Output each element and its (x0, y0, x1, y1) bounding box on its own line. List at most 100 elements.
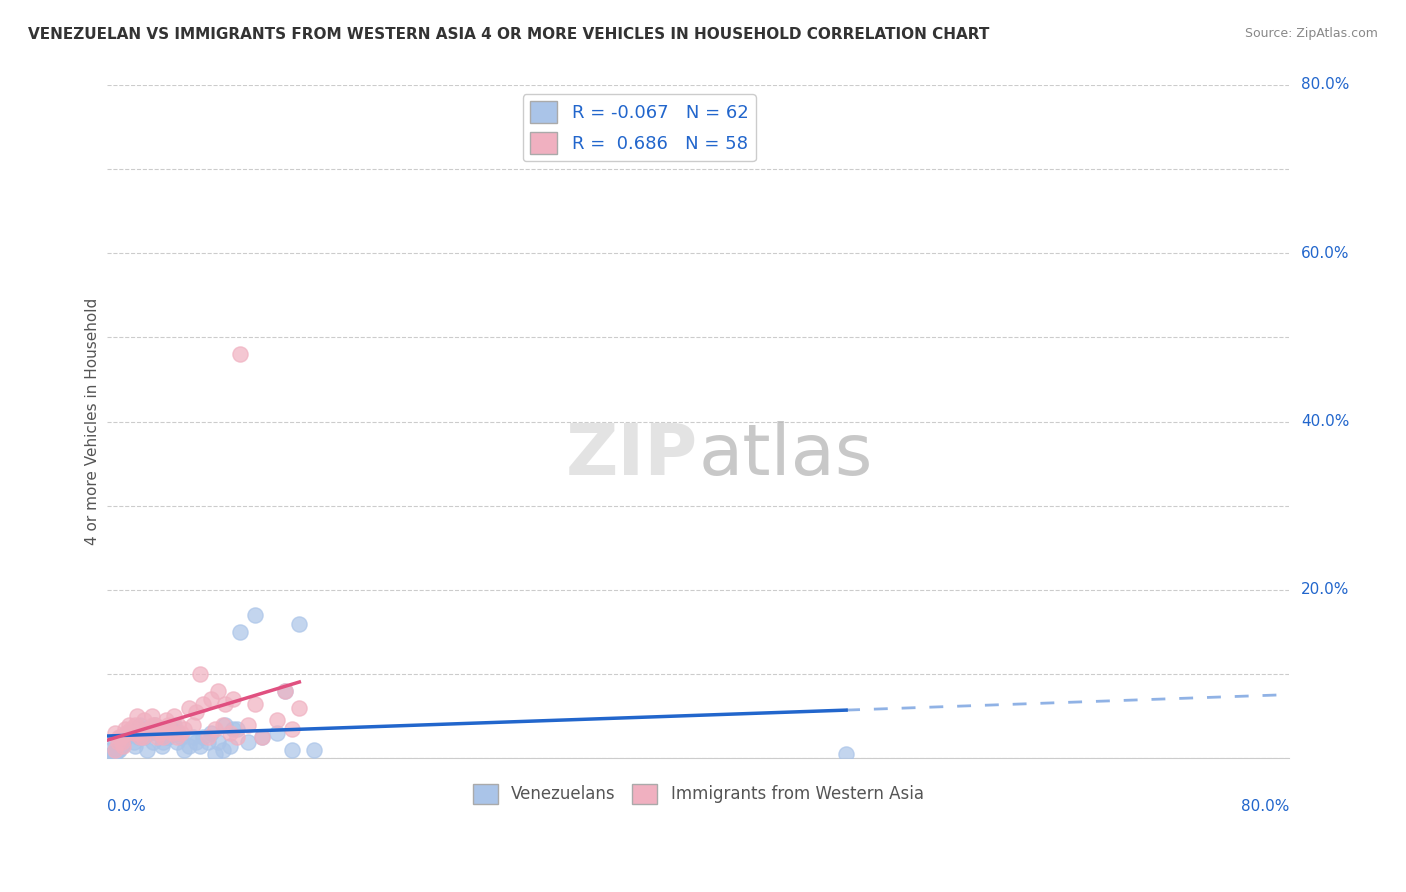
Point (148, 726, 170, 740)
Point (207, 734, 229, 748)
Point (177, 701, 200, 715)
Point (136, 743, 159, 757)
Point (141, 722, 163, 736)
Point (281, 722, 304, 736)
Text: 60.0%: 60.0% (1301, 246, 1350, 260)
Point (197, 734, 219, 748)
Point (128, 731, 150, 745)
Point (110, 739, 132, 753)
Text: atlas: atlas (699, 421, 873, 490)
Y-axis label: 4 or more Vehicles in Household: 4 or more Vehicles in Household (86, 298, 100, 545)
Point (155, 714, 177, 728)
Point (104, 726, 127, 740)
Point (167, 726, 190, 740)
Point (243, 697, 266, 711)
Point (128, 717, 150, 731)
Point (167, 717, 190, 731)
Point (252, 731, 274, 745)
Point (163, 717, 186, 731)
Point (184, 734, 207, 748)
Point (122, 734, 145, 748)
Point (211, 717, 233, 731)
Text: 80.0%: 80.0% (1301, 78, 1350, 93)
Point (835, 747, 858, 761)
Point (124, 717, 146, 731)
Point (98, 743, 121, 757)
Point (115, 731, 138, 745)
Point (273, 684, 295, 698)
Point (252, 731, 274, 745)
Point (125, 722, 148, 736)
Point (266, 714, 288, 728)
Point (108, 731, 131, 745)
Point (214, 697, 236, 711)
Point (157, 722, 180, 736)
Point (146, 731, 169, 745)
Point (152, 731, 174, 745)
Point (143, 717, 166, 731)
Point (104, 747, 127, 761)
Point (288, 701, 311, 715)
Point (273, 684, 295, 698)
Point (211, 743, 233, 757)
Point (120, 722, 142, 736)
Text: 0.0%: 0.0% (107, 798, 146, 814)
Point (156, 717, 179, 731)
Point (125, 709, 148, 723)
Point (141, 709, 163, 723)
Point (204, 747, 226, 761)
Point (132, 731, 155, 745)
Point (146, 726, 169, 740)
Point (107, 743, 129, 757)
Point (243, 608, 266, 623)
Text: 80.0%: 80.0% (1241, 798, 1289, 814)
Point (114, 722, 136, 736)
Point (162, 722, 184, 736)
Point (118, 717, 141, 731)
Point (177, 739, 200, 753)
Point (107, 734, 129, 748)
Text: 20.0%: 20.0% (1301, 582, 1350, 598)
Point (108, 743, 131, 757)
Point (222, 722, 245, 736)
Point (104, 734, 127, 748)
Point (222, 692, 245, 706)
Point (148, 726, 170, 740)
Point (127, 726, 149, 740)
Point (163, 709, 186, 723)
Point (138, 726, 160, 740)
Point (200, 692, 222, 706)
Point (166, 734, 188, 748)
Point (193, 731, 215, 745)
Point (226, 731, 249, 745)
Point (184, 705, 207, 719)
Point (142, 717, 165, 731)
Point (112, 734, 135, 748)
Text: VENEZUELAN VS IMMIGRANTS FROM WESTERN ASIA 4 OR MORE VEHICLES IN HOUSEHOLD CORRE: VENEZUELAN VS IMMIGRANTS FROM WESTERN AS… (28, 27, 990, 42)
Point (204, 722, 226, 736)
Text: 40.0%: 40.0% (1301, 414, 1350, 429)
Point (266, 726, 288, 740)
Point (214, 717, 236, 731)
Point (143, 717, 166, 731)
Point (207, 684, 229, 698)
Point (118, 726, 141, 740)
Point (157, 722, 180, 736)
Point (142, 734, 165, 748)
Point (188, 739, 211, 753)
Point (219, 726, 242, 740)
Point (110, 731, 132, 745)
Point (236, 717, 259, 731)
Point (104, 743, 127, 757)
Point (100, 747, 122, 761)
Point (236, 734, 259, 748)
Point (122, 726, 145, 740)
Point (181, 717, 204, 731)
Point (152, 734, 174, 748)
Point (127, 731, 149, 745)
Point (229, 347, 252, 361)
Point (173, 743, 195, 757)
Point (197, 731, 219, 745)
Point (170, 731, 193, 745)
Point (114, 731, 136, 745)
